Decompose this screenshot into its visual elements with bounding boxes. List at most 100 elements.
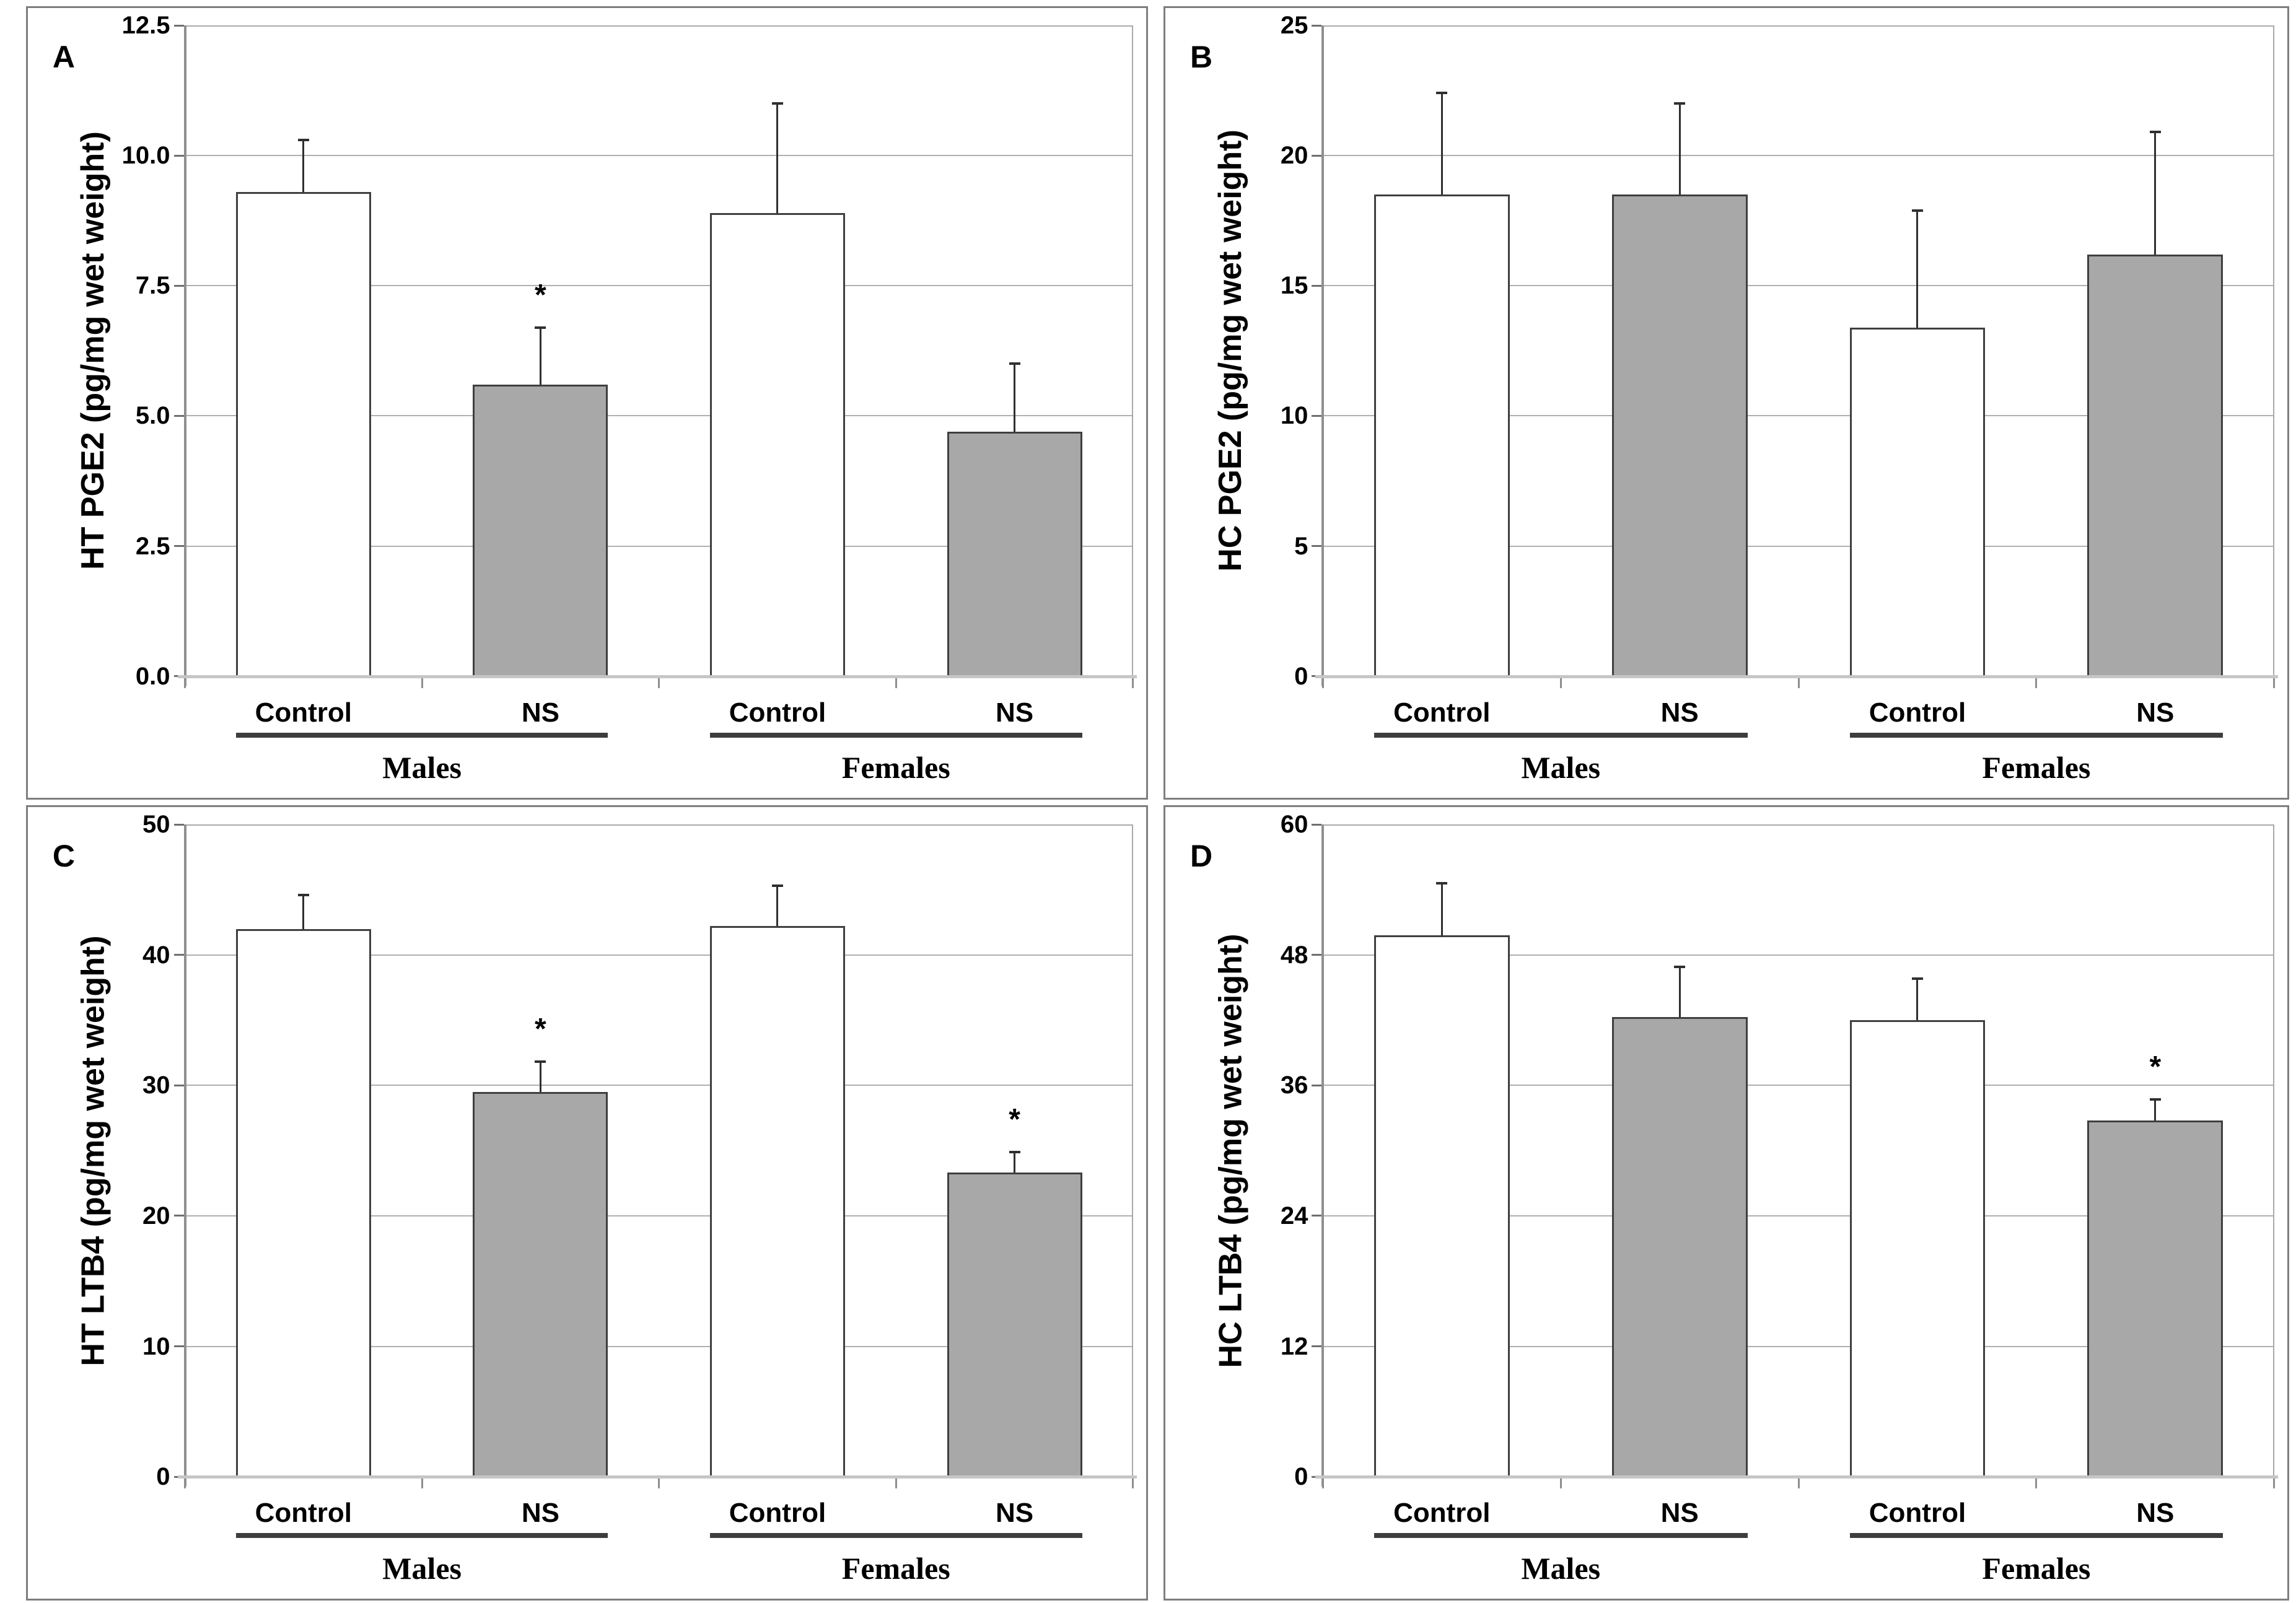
bar-males-control [1374,935,1510,1479]
gridline [1324,155,2273,157]
y-tick-label: 5.0 [135,402,170,430]
error-bar [1014,364,1016,432]
y-tick-label: 40 [142,941,170,969]
bar-males-control [235,928,371,1479]
category-label-females-ns: NS [2136,1498,2175,1529]
y-tick-mark [173,284,184,287]
gridline [1324,285,2273,287]
panel-B: B HC PGE2 (pg/mg wet weight) 25 20 15 10 5 0 Con… [1163,6,2289,800]
y-tick-mark [1312,414,1322,417]
y-tick-label: 12.5 [121,12,170,40]
y-tick-label: 25 [1280,12,1308,40]
x-tick-mark [1321,678,1324,688]
y-axis-title: HC LTB4 (pg/mg wet weight) [1212,933,1249,1368]
category-label-females-control: Control [729,697,826,728]
y-tick-mark [173,24,184,27]
category-label-males-ns: NS [1660,697,1699,728]
category-label-males-control: Control [255,1498,353,1529]
x-axis-baseline [1315,1475,2278,1479]
y-tick-label: 12 [1280,1332,1308,1360]
x-tick-mark [184,1479,186,1489]
bar-males-ns [473,385,608,678]
category-label-males-ns: NS [521,1498,559,1529]
y-axis-line [183,824,186,1487]
bar-females-control [709,212,845,678]
gridline [186,1215,1132,1216]
y-tick-mark [1312,1215,1322,1217]
error-bar [776,103,779,213]
panel-A: A HT PGE2 (pg/mg wet weight) 12.5 10.0 7.5 5.… [26,6,1148,800]
bar-females-ns [2087,1120,2224,1479]
error-bar [1440,93,1443,195]
error-bar [2154,1099,2157,1120]
x-tick-mark [2273,1479,2276,1489]
x-tick-mark [1559,1479,1562,1489]
panel-C: C HT LTB4 (pg/mg wet weight) 50 40 30 20 10 0 * *… [26,805,1148,1601]
group-label-females: Females [841,1550,950,1586]
error-bar [302,140,305,193]
y-tick-label: 50 [142,811,170,839]
x-tick-mark [184,678,186,688]
category-label-females-ns: NS [2136,697,2175,728]
x-tick-mark [1559,678,1562,688]
bar-females-ns [947,431,1082,678]
gridline [186,285,1132,287]
gridline [186,415,1132,417]
bar-females-control [1849,1020,1986,1479]
group-underline-males [235,732,608,738]
y-axis-line [1321,824,1325,1487]
bar-males-ns [1611,1016,1748,1479]
y-tick-mark [173,1084,184,1086]
gridline [1324,1215,2273,1216]
x-tick-mark [1797,1479,1800,1489]
gridline [186,1085,1132,1086]
y-tick-mark [173,954,184,956]
y-tick-label: 36 [1280,1072,1308,1099]
bar-females-control [1849,327,1986,678]
error-bar-cap [771,102,783,105]
x-tick-mark [2035,1479,2038,1489]
y-tick-label: 48 [1280,941,1308,969]
category-label-males-control: Control [1393,697,1491,728]
y-axis-title: HC PGE2 (pg/mg wet weight) [1212,129,1249,572]
group-label-males: Males [1521,749,1601,785]
error-bar-cap [1911,977,1923,981]
gridline [1324,1345,2273,1347]
x-tick-mark [2273,678,2276,688]
panel-letter: B [1190,39,1213,74]
significance-marker: * [2149,1050,2162,1084]
group-underline-females [709,1533,1082,1539]
error-bar [1916,979,1919,1021]
category-label-females-ns: NS [995,1498,1034,1529]
x-tick-mark [1132,1479,1134,1489]
gridline [1324,415,2273,417]
gridline [186,954,1132,956]
error-bar [1678,103,1681,195]
significance-marker: * [535,278,546,312]
significance-marker: * [1009,1103,1020,1136]
error-bar-cap [1911,209,1923,212]
group-underline-females [709,732,1082,738]
y-tick-label: 30 [142,1072,170,1099]
x-tick-mark [1797,678,1800,688]
x-tick-mark [895,678,897,688]
error-bar [1014,1151,1016,1173]
y-tick-mark [173,154,184,157]
group-label-males: Males [382,749,462,785]
bar-females-ns [947,1173,1082,1479]
category-label-males-ns: NS [521,697,559,728]
bar-males-control [1374,194,1510,678]
bar-females-ns [2087,254,2224,678]
error-bar-cap [1674,102,1686,105]
error-bar [302,894,305,929]
error-bar-cap [535,326,546,329]
gridline [1324,1085,2273,1086]
error-bar-cap [297,893,309,896]
error-bar-cap [1009,362,1020,365]
y-tick-mark [173,545,184,548]
y-tick-mark [1312,545,1322,548]
y-tick-mark [173,1215,184,1217]
error-bar [2154,132,2157,255]
group-underline-females [1849,732,2224,738]
